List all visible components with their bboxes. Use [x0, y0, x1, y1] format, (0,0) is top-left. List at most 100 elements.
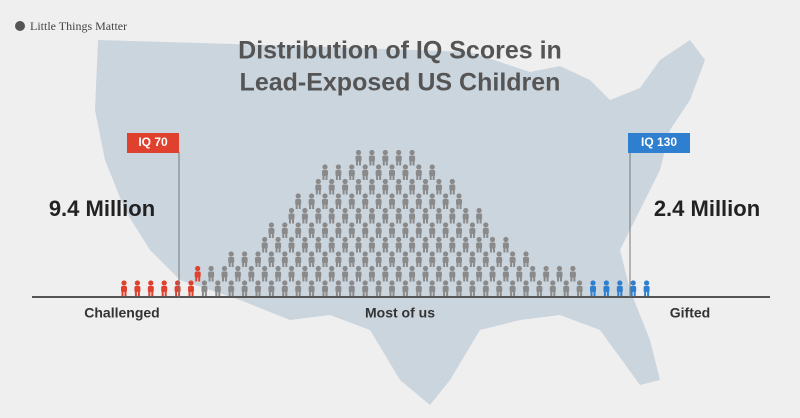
person: [208, 265, 215, 282]
person-part: [382, 236, 388, 243]
person-part: [322, 233, 325, 238]
person: [322, 280, 328, 296]
person-part: [429, 199, 436, 205]
person: [422, 178, 429, 195]
person: [456, 251, 462, 267]
person: [516, 265, 523, 282]
person-part: [553, 291, 556, 296]
person-part: [483, 222, 489, 228]
person-part: [516, 271, 523, 278]
person-part: [318, 189, 321, 195]
person: [456, 222, 462, 238]
person-part: [352, 262, 355, 267]
person-part: [349, 251, 355, 257]
person-part: [362, 233, 365, 238]
person-part: [369, 160, 372, 166]
person-part: [231, 291, 234, 296]
person-part: [375, 228, 382, 234]
person-part: [268, 233, 271, 238]
person-part: [396, 207, 402, 214]
person-part: [479, 276, 482, 282]
person: [549, 280, 556, 296]
person-part: [382, 160, 385, 166]
brand-icon: [15, 21, 25, 31]
person-part: [510, 291, 513, 296]
person: [382, 265, 389, 282]
person-part: [382, 276, 385, 282]
person-part: [419, 291, 422, 296]
person-part: [513, 262, 516, 267]
person-part: [389, 257, 395, 263]
person: [402, 193, 409, 209]
person-part: [359, 160, 361, 166]
person-part: [137, 291, 140, 296]
count-label: 9.4 Million: [49, 196, 155, 221]
person-part: [225, 276, 227, 282]
person-part: [452, 276, 455, 282]
person-part: [409, 247, 412, 253]
person-part: [275, 236, 281, 243]
person-part: [647, 291, 650, 296]
person-part: [332, 189, 335, 195]
person-part: [345, 276, 348, 282]
person-part: [432, 262, 435, 267]
person: [301, 207, 308, 224]
person-part: [342, 265, 348, 272]
person: [476, 265, 483, 282]
person-part: [362, 286, 369, 292]
person-part: [342, 242, 349, 249]
person-part: [362, 175, 365, 180]
person-part: [506, 247, 509, 253]
person-part: [432, 204, 435, 209]
person-part: [242, 291, 245, 296]
person-part: [204, 291, 207, 296]
brand: Little Things Matter: [15, 19, 127, 33]
person: [301, 236, 308, 253]
person-part: [550, 291, 553, 296]
person-part: [603, 280, 610, 286]
person-part: [121, 286, 127, 292]
person-part: [432, 291, 435, 296]
person-part: [443, 193, 449, 199]
person-part: [385, 247, 388, 253]
person-part: [469, 291, 472, 296]
person-part: [643, 286, 650, 292]
group-label: Gifted: [670, 305, 710, 321]
person-part: [449, 265, 455, 272]
person: [342, 178, 349, 195]
person-part: [422, 271, 429, 278]
person: [295, 222, 302, 238]
person: [482, 222, 489, 238]
person-part: [379, 204, 382, 209]
person-part: [509, 257, 516, 263]
person-part: [302, 207, 308, 214]
person-part: [402, 286, 409, 292]
person-part: [456, 204, 459, 209]
person-part: [422, 265, 429, 272]
person: [328, 236, 335, 253]
person-part: [198, 276, 201, 282]
person-part: [402, 291, 405, 296]
person: [161, 280, 168, 296]
person: [368, 236, 375, 253]
person-part: [463, 218, 466, 224]
person: [308, 193, 315, 209]
person-part: [389, 204, 392, 209]
person-part: [382, 271, 389, 278]
person-part: [335, 170, 342, 176]
person-part: [426, 218, 428, 224]
person-part: [416, 251, 422, 257]
person-part: [289, 247, 291, 253]
person-part: [482, 228, 489, 234]
person-part: [312, 204, 315, 209]
person-part: [456, 286, 462, 292]
person-part: [282, 262, 285, 267]
person-part: [281, 228, 288, 234]
person: [275, 236, 282, 253]
person: [348, 193, 355, 209]
person-part: [302, 218, 305, 224]
person-part: [446, 233, 449, 238]
person-part: [332, 247, 335, 253]
person-part: [342, 276, 345, 282]
person-part: [429, 204, 432, 209]
